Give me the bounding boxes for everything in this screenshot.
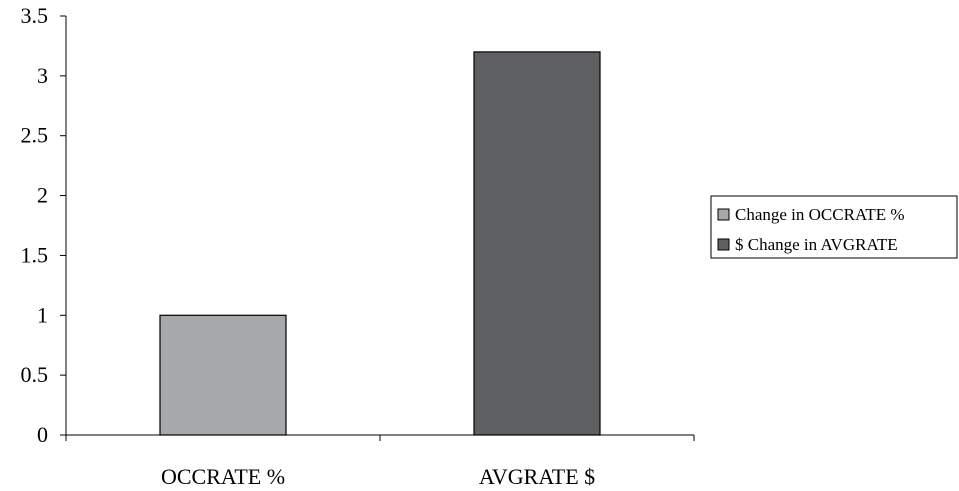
- y-tick-label: 3: [37, 63, 48, 88]
- x-axis-category-labels: OCCRATE % AVGRATE $: [161, 464, 595, 489]
- y-axis-tick-labels: 0 0.5 1 1.5 2 2.5 3 3.5: [21, 3, 49, 447]
- legend-swatch: [717, 238, 730, 251]
- bars: [159, 51, 601, 436]
- legend: Change in OCCRATE % $ Change in AVGRATE: [710, 195, 958, 259]
- y-tick-label: 3.5: [21, 3, 49, 28]
- y-tick-label: 1.5: [21, 242, 49, 267]
- y-tick-label: 0: [37, 422, 48, 447]
- legend-label: Change in OCCRATE %: [735, 205, 905, 224]
- legend-box: [710, 195, 958, 259]
- legend-swatch: [717, 208, 730, 221]
- x-category-label: AVGRATE $: [479, 464, 595, 489]
- y-tick-label: 1: [37, 302, 48, 327]
- y-tick-label: 2.5: [21, 123, 49, 148]
- legend-label: $ Change in AVGRATE: [735, 235, 898, 254]
- y-tick-label: 2: [37, 183, 48, 208]
- x-category-label: OCCRATE %: [161, 464, 285, 489]
- y-tick-label: 0.5: [21, 362, 49, 387]
- bar-occrate: [159, 314, 287, 436]
- bar-avgrate: [473, 51, 601, 436]
